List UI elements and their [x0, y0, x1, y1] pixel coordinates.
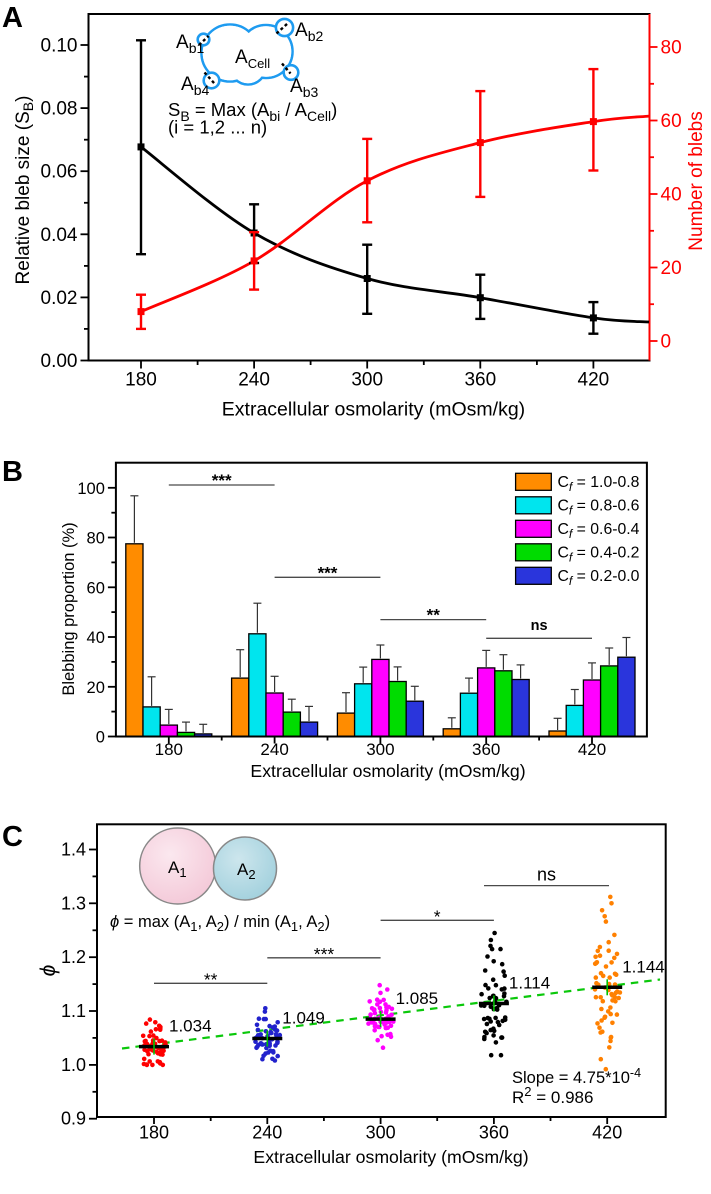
svg-text:1.034: 1.034 [169, 1017, 212, 1036]
svg-text:***: *** [314, 944, 335, 964]
svg-text:Slope = 4.75*10-4: Slope = 4.75*10-4 [512, 1066, 641, 1087]
svg-text:**: ** [204, 970, 218, 990]
svg-text:0.00: 0.00 [41, 351, 78, 372]
svg-text:0.9: 0.9 [61, 1109, 86, 1129]
svg-text:300: 300 [366, 1123, 396, 1143]
svg-text:Cf = 0.8-0.6: Cf = 0.8-0.6 [558, 497, 640, 517]
svg-text:**: ** [427, 606, 441, 625]
svg-text:1.3: 1.3 [61, 893, 86, 913]
svg-text:Extracellular osmolarity (mOsm: Extracellular osmolarity (mOsm/kg) [222, 399, 525, 421]
svg-text:ns: ns [537, 865, 556, 885]
svg-text:R2 = 0.986: R2 = 0.986 [512, 1084, 593, 1107]
svg-text:(i = 1,2 ... n): (i = 1,2 ... n) [168, 117, 267, 138]
svg-text:240: 240 [238, 370, 270, 391]
svg-text:240: 240 [260, 740, 288, 759]
svg-text:0.04: 0.04 [41, 225, 78, 246]
svg-text:180: 180 [125, 370, 157, 391]
svg-text:Relative bleb size (SB): Relative bleb size (SB) [13, 96, 36, 285]
svg-text:Extracellular osmolarity (mOsm: Extracellular osmolarity (mOsm/kg) [253, 1147, 528, 1167]
svg-text:A: A [2, 2, 23, 34]
svg-text:1.049: 1.049 [282, 1009, 325, 1028]
svg-text:420: 420 [578, 370, 610, 391]
svg-text:20: 20 [661, 258, 682, 279]
svg-text:*: * [434, 907, 441, 927]
svg-text:1.114: 1.114 [509, 974, 550, 993]
svg-text:180: 180 [139, 1123, 169, 1143]
svg-text:0.10: 0.10 [41, 36, 78, 57]
svg-text:Cf = 0.6-0.4: Cf = 0.6-0.4 [558, 521, 640, 541]
svg-text:0: 0 [96, 729, 105, 747]
svg-text:ϕ: ϕ [37, 965, 60, 977]
svg-text:60: 60 [87, 579, 105, 597]
svg-text:360: 360 [479, 1123, 509, 1143]
svg-text:40: 40 [661, 185, 682, 206]
svg-text:1.1: 1.1 [61, 1001, 86, 1021]
svg-text:Number of blebs: Number of blebs [686, 111, 707, 250]
svg-text:180: 180 [155, 740, 183, 759]
svg-text:ϕ = max (A1, A2) / min (A1, A2: ϕ = max (A1, A2) / min (A1, A2) [110, 913, 330, 934]
svg-text:***: *** [212, 471, 232, 490]
svg-text:ns: ns [531, 618, 548, 634]
svg-text:240: 240 [252, 1123, 282, 1143]
svg-text:0.06: 0.06 [41, 162, 78, 183]
svg-text:0.02: 0.02 [41, 288, 78, 309]
svg-text:360: 360 [464, 370, 496, 391]
svg-text:1.0: 1.0 [61, 1055, 86, 1075]
svg-text:360: 360 [472, 740, 500, 759]
svg-text:Cf = 0.4-0.2: Cf = 0.4-0.2 [558, 544, 640, 564]
svg-text:C: C [2, 821, 23, 853]
svg-text:40: 40 [87, 629, 105, 647]
svg-text:0.08: 0.08 [41, 99, 78, 120]
svg-text:60: 60 [661, 111, 682, 132]
svg-text:20: 20 [87, 679, 105, 697]
svg-text:1.2: 1.2 [61, 947, 86, 967]
svg-text:300: 300 [366, 740, 394, 759]
svg-text:Extracellular osmolarity (mOsm: Extracellular osmolarity (mOsm/kg) [250, 761, 525, 781]
svg-text:Cf = 1.0-0.8: Cf = 1.0-0.8 [558, 474, 640, 494]
svg-text:1.144: 1.144 [622, 957, 665, 976]
svg-text:Blebbing proportion (%): Blebbing proportion (%) [60, 522, 78, 695]
svg-text:420: 420 [592, 1123, 622, 1143]
svg-text:0: 0 [661, 332, 672, 353]
svg-text:Cf = 0.2-0.0: Cf = 0.2-0.0 [558, 568, 640, 588]
svg-text:300: 300 [351, 370, 383, 391]
svg-text:420: 420 [578, 740, 606, 759]
svg-text:100: 100 [77, 480, 105, 498]
svg-text:B: B [2, 456, 23, 488]
svg-text:1.085: 1.085 [396, 989, 439, 1008]
svg-text:80: 80 [661, 38, 682, 59]
svg-text:1.4: 1.4 [61, 840, 86, 860]
svg-text:80: 80 [87, 530, 105, 548]
svg-text:***: *** [318, 563, 338, 582]
